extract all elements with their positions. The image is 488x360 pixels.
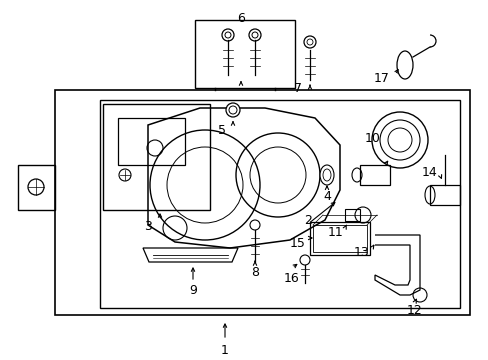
Text: 12: 12 xyxy=(407,303,422,316)
Bar xyxy=(309,222,369,255)
Text: 10: 10 xyxy=(365,131,380,144)
Text: 16: 16 xyxy=(284,271,299,284)
Circle shape xyxy=(249,220,260,230)
Circle shape xyxy=(248,29,261,41)
Text: 14: 14 xyxy=(421,166,437,179)
Bar xyxy=(359,165,389,185)
Text: 9: 9 xyxy=(189,284,197,297)
Text: 8: 8 xyxy=(250,266,259,279)
Text: 5: 5 xyxy=(218,123,225,136)
Bar xyxy=(345,209,359,221)
Text: 3: 3 xyxy=(144,220,152,233)
Circle shape xyxy=(222,29,234,41)
Text: 2: 2 xyxy=(304,213,311,226)
Text: 6: 6 xyxy=(237,12,244,24)
Bar xyxy=(429,185,459,205)
Circle shape xyxy=(225,103,240,117)
Bar xyxy=(103,104,209,210)
Bar xyxy=(312,225,366,252)
Text: 7: 7 xyxy=(293,81,302,95)
Bar xyxy=(195,20,294,88)
Circle shape xyxy=(304,36,315,48)
Bar xyxy=(55,90,469,315)
Text: 15: 15 xyxy=(289,237,305,249)
Circle shape xyxy=(28,179,44,195)
Text: 4: 4 xyxy=(323,189,330,202)
Ellipse shape xyxy=(396,51,412,79)
Text: 17: 17 xyxy=(373,72,389,85)
Text: 1: 1 xyxy=(221,343,228,356)
Ellipse shape xyxy=(319,165,333,185)
Bar xyxy=(18,165,55,210)
Bar xyxy=(118,118,184,165)
Text: 11: 11 xyxy=(327,225,343,239)
Bar xyxy=(100,100,459,308)
Text: 13: 13 xyxy=(353,246,369,258)
